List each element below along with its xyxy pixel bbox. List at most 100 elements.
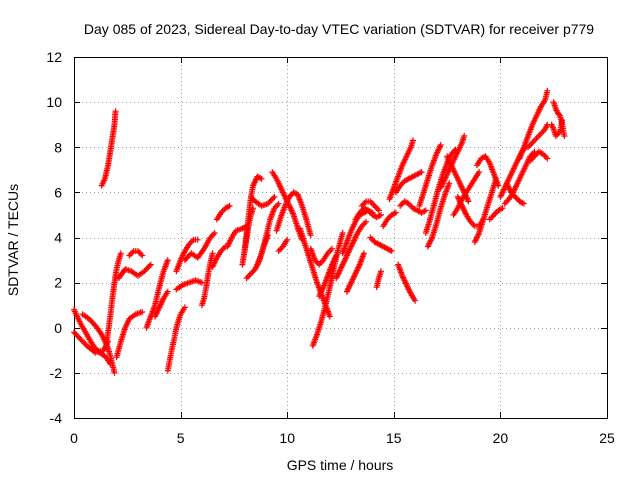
- data-series: [367, 234, 395, 254]
- data-series: [309, 230, 346, 349]
- data-series: [275, 236, 291, 254]
- data-point: [392, 209, 399, 216]
- data-series: [213, 202, 233, 223]
- axis-ticks: 0 5 10 15 20 25 -4 -2 0 2 4 6 8 10 12: [46, 49, 615, 446]
- data-point: [561, 133, 568, 139]
- data-point: [412, 297, 419, 304]
- data-point: [476, 169, 483, 176]
- data-point: [307, 232, 314, 239]
- data-series: [386, 137, 416, 203]
- data-series: [548, 117, 566, 139]
- data-point: [544, 155, 551, 162]
- data-point: [361, 250, 367, 257]
- data-point: [495, 182, 502, 189]
- data-series: [395, 261, 419, 304]
- data-series: [98, 108, 119, 189]
- data-point: [211, 230, 218, 236]
- data-point: [139, 309, 146, 315]
- data-series: [126, 248, 146, 259]
- y-tick-label: 4: [54, 230, 62, 246]
- y-tick-label: 0: [54, 320, 62, 336]
- data-series: [516, 87, 551, 162]
- data-series: [181, 230, 218, 264]
- data-series: [527, 148, 551, 164]
- data-point: [209, 250, 216, 257]
- x-tick-label: 20: [493, 430, 509, 446]
- data-point: [559, 117, 566, 124]
- data-point: [284, 236, 291, 243]
- data-series: [380, 209, 399, 230]
- data-point: [147, 261, 154, 268]
- data-series: [424, 180, 453, 250]
- data-series: [486, 205, 506, 223]
- data-points: [71, 87, 568, 376]
- data-series: [525, 121, 551, 151]
- data-series: [422, 146, 459, 236]
- data-point: [111, 369, 118, 376]
- y-tick-label: -2: [50, 365, 63, 381]
- data-series: [358, 198, 382, 214]
- data-series: [316, 252, 340, 300]
- chart-title: Day 085 of 2023, Sidereal Day-to-day VTE…: [84, 21, 594, 37]
- data-series: [343, 250, 367, 295]
- data-series: [503, 180, 527, 207]
- data-point: [422, 207, 429, 214]
- data-point: [326, 313, 333, 320]
- data-point: [446, 180, 453, 187]
- x-tick-label: 10: [279, 430, 295, 446]
- y-tick-label: 2: [54, 275, 62, 291]
- data-series: [173, 277, 205, 293]
- data-point: [258, 175, 265, 182]
- data-point: [275, 200, 282, 207]
- data-point: [378, 268, 384, 275]
- data-series: [416, 142, 444, 209]
- data-point: [112, 108, 119, 115]
- data-series: [373, 268, 384, 291]
- data-series: [71, 306, 114, 367]
- data-point: [139, 252, 146, 259]
- data-point: [465, 198, 472, 205]
- data-point: [271, 193, 278, 200]
- data-point: [375, 207, 382, 214]
- data-series: [248, 193, 278, 209]
- data-series: [152, 288, 171, 320]
- data-point: [339, 230, 346, 236]
- y-tick-label: 6: [54, 184, 62, 200]
- data-point: [329, 245, 335, 252]
- data-series: [397, 198, 429, 216]
- data-point: [461, 133, 468, 139]
- y-tick-label: -4: [50, 410, 63, 426]
- x-tick-label: 5: [177, 430, 185, 446]
- data-point: [194, 236, 201, 243]
- x-tick-label: 15: [386, 430, 402, 446]
- data-series: [333, 218, 370, 282]
- data-point: [226, 202, 233, 209]
- data-series: [115, 261, 154, 282]
- data-point: [270, 195, 277, 202]
- data-point: [164, 257, 171, 264]
- data-point: [181, 304, 188, 311]
- data-series: [307, 245, 335, 268]
- data-point: [378, 211, 384, 218]
- data-series: [254, 200, 282, 268]
- data-series: [173, 236, 201, 275]
- data-series: [103, 250, 124, 352]
- y-tick-label: 10: [46, 94, 62, 110]
- data-point: [333, 252, 340, 259]
- data-series: [113, 309, 146, 361]
- data-point: [81, 340, 88, 347]
- data-series: [392, 169, 425, 196]
- data-point: [87, 317, 94, 324]
- x-tick-label: 0: [70, 430, 78, 446]
- data-series: [273, 189, 314, 239]
- data-series: [473, 153, 502, 189]
- x-axis-label: GPS time / hours: [287, 457, 394, 473]
- y-tick-label: 8: [54, 139, 62, 155]
- data-point: [164, 288, 171, 295]
- data-point: [418, 169, 425, 176]
- data-point: [437, 142, 444, 148]
- data-point: [499, 205, 506, 212]
- data-point: [146, 262, 153, 269]
- data-series: [224, 223, 250, 250]
